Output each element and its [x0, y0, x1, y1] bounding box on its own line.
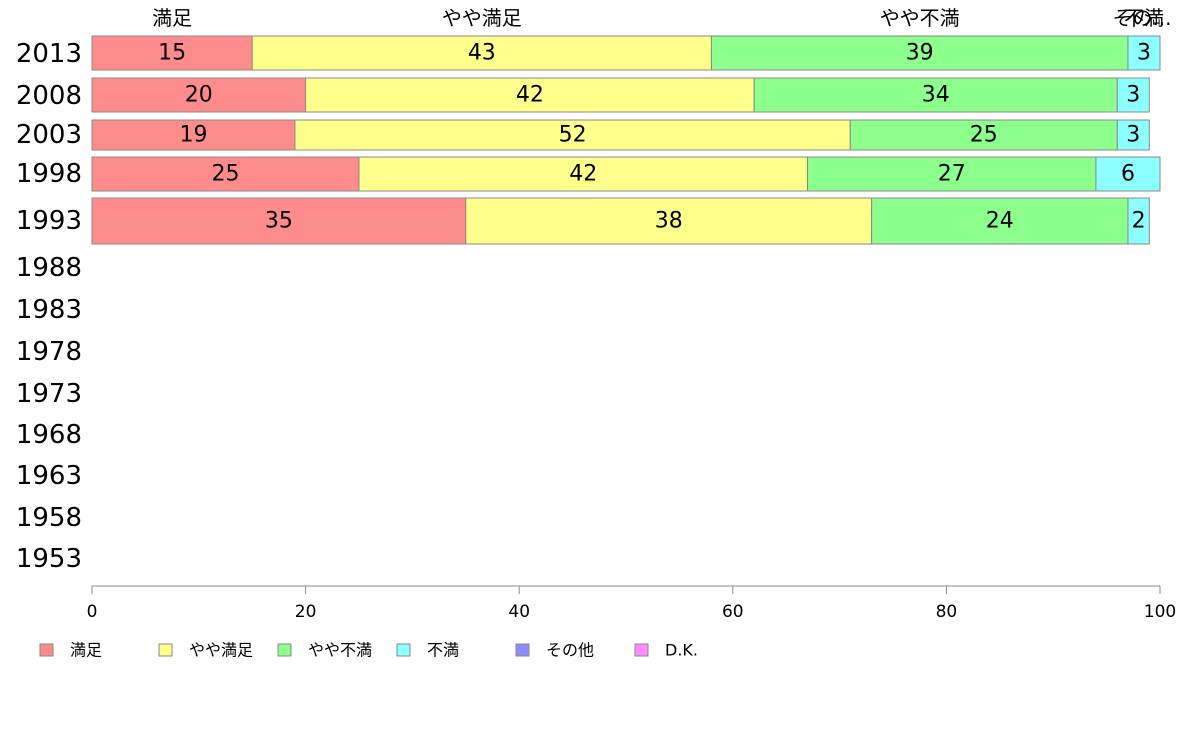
data-label-2008-不満: 3	[1126, 83, 1140, 108]
legend-swatch-3	[396, 643, 411, 657]
legend-label-1: やや満足	[189, 641, 253, 660]
data-label-1998-満足: 25	[212, 162, 240, 187]
data-label-2008-満足: 20	[185, 83, 213, 108]
data-label-2013-満足: 15	[158, 41, 186, 66]
legend-label-3: 不満	[427, 641, 459, 660]
y-tick-label-1953: 1953	[16, 544, 82, 574]
x-tick-label-80: 80	[936, 602, 958, 622]
y-tick-label-1998: 1998	[16, 159, 82, 189]
bar-1998-満足	[91, 156, 360, 192]
data-label-2013-やや満足: 43	[468, 41, 496, 66]
data-label-2008-やや不満: 34	[922, 83, 950, 108]
y-tick-label-2008: 2008	[16, 81, 82, 111]
data-label-1993-やや満足: 38	[655, 209, 683, 234]
bar-2003-不満	[1116, 119, 1150, 151]
legend-label-4: その他	[546, 641, 594, 660]
y-tick-label-1958: 1958	[16, 503, 82, 533]
legend-swatch-1	[158, 643, 173, 657]
data-label-2003-満足: 19	[179, 123, 207, 148]
bar-2003-満足	[91, 119, 296, 151]
legend-label-2: やや不満	[308, 641, 372, 660]
data-label-2013-不満: 3	[1137, 41, 1151, 66]
y-tick-label-1993: 1993	[16, 206, 82, 236]
y-tick-label-1973: 1973	[16, 379, 82, 409]
y-tick-label-1978: 1978	[16, 337, 82, 367]
y-axis-labels: 2013 2008 2003 1998 1993 1988 1983 1978 1973 1968…	[16, 39, 82, 574]
data-label-1993-満足: 35	[265, 209, 293, 234]
y-tick-label-1968: 1968	[16, 420, 82, 450]
data-label-2013-やや不満: 39	[906, 41, 934, 66]
bar-1993-やや満足	[465, 197, 873, 245]
top-label-4: その...	[1112, 6, 1171, 30]
legend-swatch-4	[515, 643, 530, 657]
bar-2013-満足	[91, 35, 253, 71]
legend-swatch-2	[277, 643, 292, 657]
data-label-2008-やや満足: 42	[516, 83, 544, 108]
top-label-0: 満足	[152, 6, 192, 30]
y-tick-label-1988: 1988	[16, 253, 82, 283]
y-tick-label-2003: 2003	[16, 120, 82, 150]
data-label-2003-やや不満: 25	[970, 123, 998, 148]
bar-2008-満足	[91, 77, 307, 113]
bar-2013-不満	[1127, 35, 1161, 71]
data-label-1993-やや不満: 24	[986, 209, 1014, 234]
top-label-3: 不満	[1124, 6, 1164, 30]
y-tick-label-1963: 1963	[16, 461, 82, 491]
bars: 15 43 39 3 20 42 34 3 19 52 25 3 25 42 27 6 35 38 24 2	[91, 35, 1161, 245]
top-label-1: やや満足	[442, 6, 522, 30]
bar-2013-やや不満	[710, 35, 1129, 71]
data-label-1998-やや不満: 27	[938, 162, 966, 187]
bar-1993-満足	[91, 197, 467, 245]
bar-2008-やや不満	[753, 77, 1118, 113]
bar-1998-不満	[1095, 156, 1161, 192]
bar-1998-やや満足	[358, 156, 809, 192]
bar-2003-やや不満	[849, 119, 1118, 151]
legend-label-0: 満足	[70, 641, 102, 660]
top-category-labels: 満足 やや満足 やや不満 不満その...	[152, 6, 1171, 30]
x-axis: 0 20 40 60 80 100	[87, 585, 1176, 622]
bar-2008-不満	[1116, 77, 1150, 113]
top-label-2: やや不満	[880, 6, 960, 30]
bar-1998-やや不満	[807, 156, 1097, 192]
bar-2013-やや満足	[251, 35, 712, 71]
legend-swatch-0	[39, 643, 54, 657]
bar-1993-不満	[1127, 197, 1150, 245]
y-tick-label-2013: 2013	[16, 39, 82, 69]
x-tick-label-60: 60	[722, 602, 744, 622]
bar-2008-やや満足	[305, 77, 755, 113]
data-label-1998-やや満足: 42	[569, 162, 597, 187]
data-label-2003-やや満足: 52	[559, 123, 587, 148]
data-label-1998-不満: 6	[1121, 162, 1135, 187]
data-label-2003-不満: 3	[1126, 123, 1140, 148]
data-label-1993-不満: 2	[1132, 209, 1146, 234]
y-tick-label-1983: 1983	[16, 295, 82, 325]
legend: 満足 やや満足 やや不満 不満 その他 D.K.	[39, 641, 698, 660]
bar-2003-やや満足	[294, 119, 851, 151]
x-tick-label-100: 100	[1144, 602, 1176, 622]
bar-1993-やや不満	[871, 197, 1129, 245]
x-tick-label-20: 20	[295, 602, 317, 622]
x-tick-label-40: 40	[508, 602, 530, 622]
legend-swatch-5	[634, 643, 649, 657]
legend-label-5: D.K.	[665, 641, 698, 660]
x-tick-label-0: 0	[87, 602, 98, 622]
